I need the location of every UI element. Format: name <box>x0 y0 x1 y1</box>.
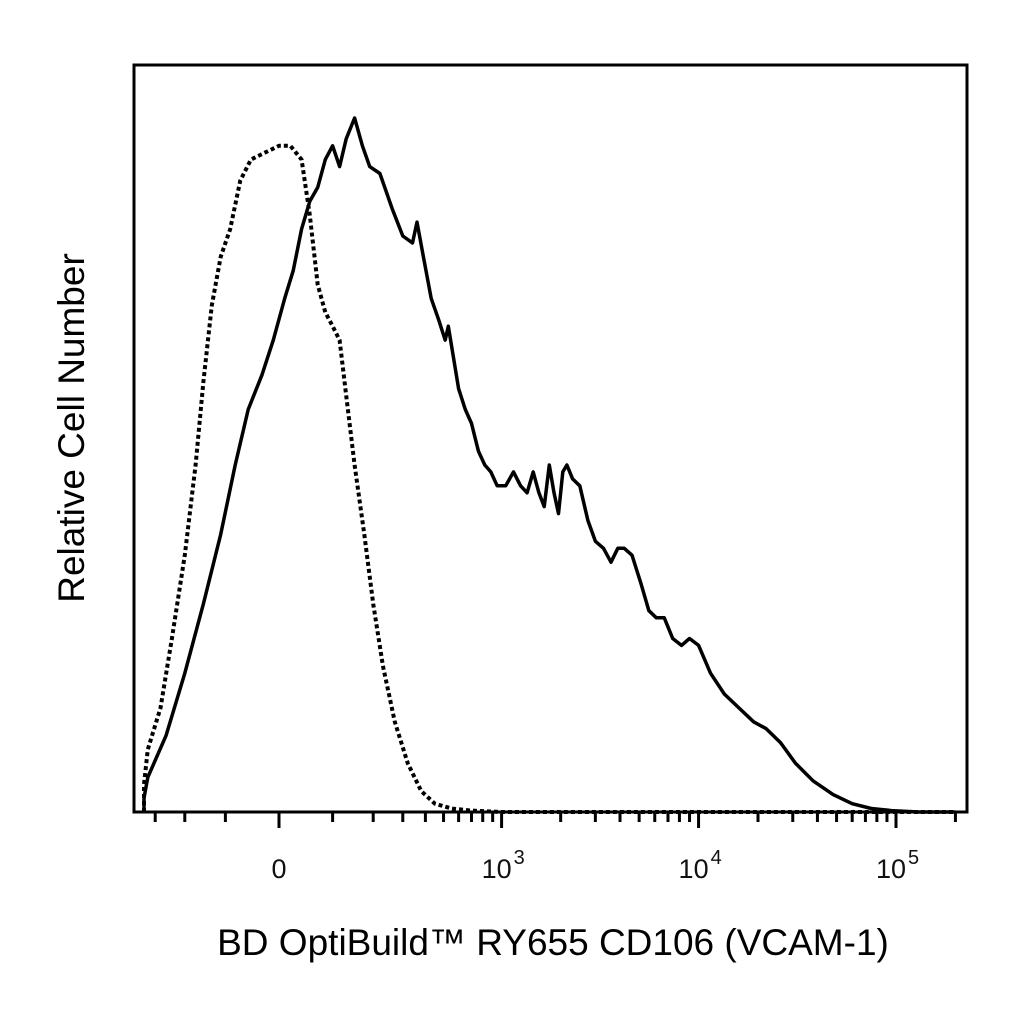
series-solid-line <box>142 116 956 814</box>
x-axis-ticks <box>153 812 957 828</box>
x-tick-label: 10 3 <box>482 847 525 884</box>
x-axis-tick-labels: 0 10 3 10 4 10 5 <box>271 847 919 884</box>
series-layer <box>142 116 956 814</box>
y-axis-title: Relative Cell Number <box>51 253 92 603</box>
x-axis-title: BD OptiBuild™ RY655 CD106 (VCAM-1) <box>217 922 889 963</box>
x-tick-label: 10 5 <box>876 847 919 884</box>
plot-frame <box>132 63 969 814</box>
x-tick-label: 10 4 <box>679 847 722 884</box>
x-tick-label: 0 <box>271 854 286 884</box>
series-dotted-line <box>142 143 956 814</box>
